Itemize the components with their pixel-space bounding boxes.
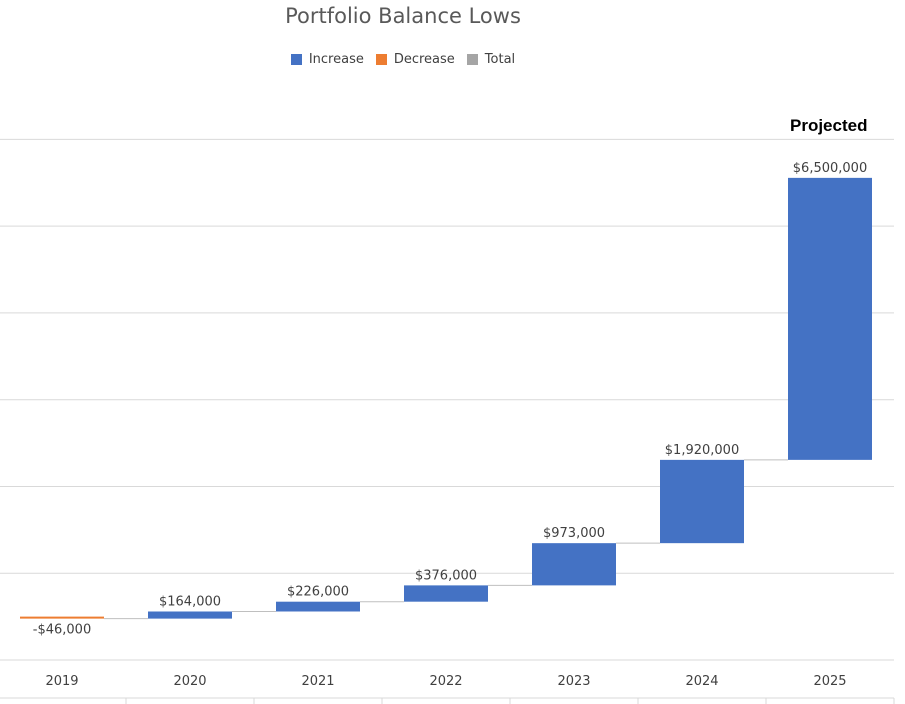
bar-2024: [660, 459, 744, 544]
x-tick-label-2022: 2022: [429, 674, 462, 689]
bar-2025: [788, 177, 872, 460]
legend-label-decrease: Decrease: [393, 52, 455, 67]
legend-item-decrease: Decrease: [375, 52, 455, 67]
data-label-2025: $6,500,000: [793, 161, 867, 176]
legend-item-increase: Increase: [290, 52, 364, 67]
bar-2019: [20, 616, 104, 619]
x-tick-label-2024: 2024: [685, 674, 718, 689]
data-label-2020: $164,000: [159, 594, 221, 609]
projected-annotation: Projected: [790, 116, 868, 135]
x-tick-label-2019: 2019: [45, 674, 78, 689]
data-label-2024: $1,920,000: [665, 443, 739, 458]
x-tick-label-2023: 2023: [557, 674, 590, 689]
legend-swatch-increase: [290, 54, 302, 65]
data-label-2022: $376,000: [415, 568, 477, 583]
legend-swatch-total: [466, 54, 478, 65]
x-tick-label-2021: 2021: [301, 674, 334, 689]
legend-label-increase: Increase: [308, 52, 364, 67]
bar-2020: [148, 611, 232, 619]
chart-title: Portfolio Balance Lows: [285, 4, 521, 28]
legend: Increase Decrease Total: [0, 52, 806, 67]
bar-2021: [276, 601, 360, 612]
legend-swatch-decrease: [375, 54, 387, 65]
bar-2023: [532, 543, 616, 586]
bar-2022: [404, 585, 488, 602]
legend-label-total: Total: [484, 52, 516, 67]
data-label-2021: $226,000: [287, 585, 349, 600]
x-tick-label-2020: 2020: [173, 674, 206, 689]
data-label-2019: -$46,000: [33, 623, 91, 638]
legend-item-total: Total: [466, 52, 516, 67]
x-tick-label-2025: 2025: [813, 674, 846, 689]
data-label-2023: $973,000: [543, 526, 605, 541]
